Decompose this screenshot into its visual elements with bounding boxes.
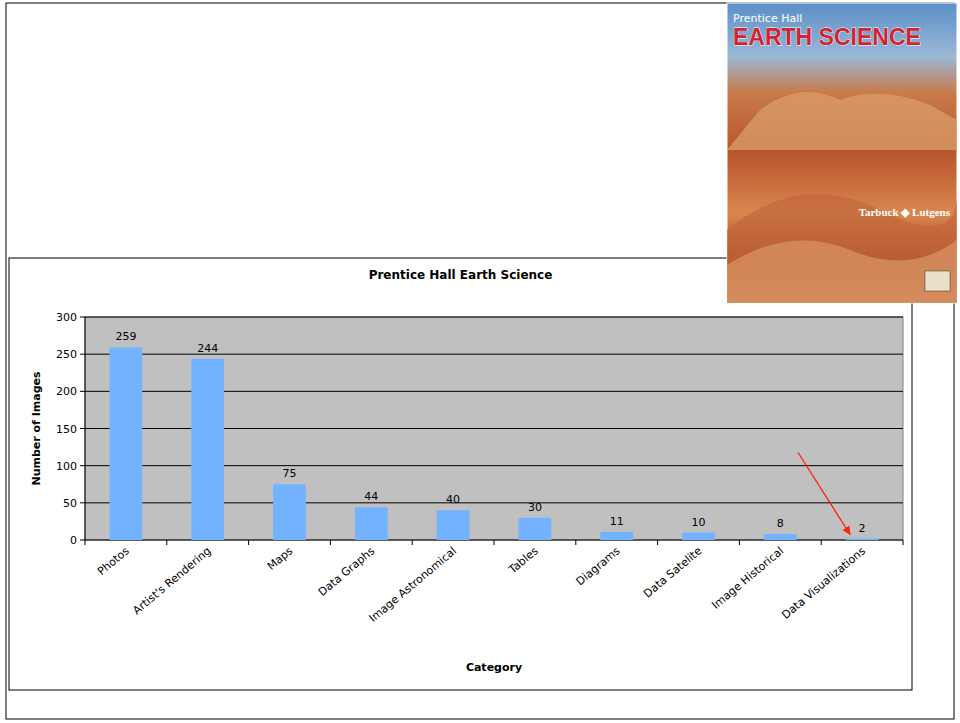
- y-tick-label: 250: [56, 348, 77, 361]
- chart-box: [9, 258, 912, 690]
- bar: [519, 518, 552, 540]
- x-tick: [739, 540, 740, 545]
- bar: [110, 347, 143, 540]
- cover-authors: Tarbuck ◆ Lutgens: [859, 206, 951, 218]
- y-tick-label: 300: [56, 311, 77, 324]
- data-label: 44: [364, 490, 378, 503]
- data-label: 75: [283, 467, 297, 480]
- x-tick-label: Data Visualizations: [779, 544, 868, 622]
- plot-area: [85, 317, 903, 540]
- x-tick-label: Diagrams: [574, 544, 623, 588]
- y-tick: [80, 428, 85, 429]
- x-tick-label: Data Graphs: [316, 544, 378, 599]
- x-tick: [248, 540, 249, 545]
- bar: [273, 484, 306, 540]
- bars: [110, 347, 879, 540]
- x-tick: [494, 540, 495, 545]
- x-tick: [85, 540, 86, 545]
- bar: [600, 532, 633, 540]
- x-tick-label: Photos: [95, 544, 132, 578]
- x-tick-label: Maps: [265, 544, 296, 573]
- cover-rock: [727, 92, 957, 150]
- cover-title: EARTH SCIENCE: [733, 24, 921, 50]
- y-tick: [80, 465, 85, 466]
- y-tick: [80, 540, 85, 541]
- x-tick: [166, 540, 167, 545]
- bar: [437, 510, 470, 540]
- y-tick-label: 0: [70, 534, 77, 547]
- y-axis: [85, 317, 86, 540]
- y-tick: [80, 354, 85, 355]
- y-tick: [80, 391, 85, 392]
- cover-rock: [727, 190, 957, 303]
- x-tick-label: Image Historical: [709, 544, 786, 611]
- y-tick: [80, 317, 85, 318]
- x-tick-label: Tables: [506, 544, 542, 577]
- x-tick-label: Image Astronomical: [367, 544, 460, 625]
- y-tick-label: 150: [56, 423, 77, 436]
- annotation-arrow: [798, 453, 850, 535]
- x-tick: [903, 540, 904, 545]
- y-tick: [80, 502, 85, 503]
- data-label: 8: [777, 517, 784, 530]
- bar: [355, 507, 388, 540]
- x-tick: [412, 540, 413, 545]
- bar: [846, 539, 879, 540]
- book-cover: [727, 3, 957, 303]
- cover-logo: [925, 271, 950, 291]
- grid-line: [85, 317, 903, 318]
- cover-rock: [727, 240, 957, 303]
- x-tick: [657, 540, 658, 545]
- y-tick-label: 200: [56, 385, 77, 398]
- bar: [764, 534, 797, 540]
- bar: [191, 359, 224, 540]
- x-tick: [575, 540, 576, 545]
- bar: [682, 533, 715, 540]
- chart-title: Prentice Hall Earth Science: [369, 268, 553, 282]
- data-label: 259: [115, 330, 136, 343]
- x-tick: [821, 540, 822, 545]
- x-tick-label: Artist's Rendering: [130, 544, 213, 617]
- y-tick-label: 50: [63, 497, 77, 510]
- x-axis-title: Category: [466, 661, 522, 674]
- data-label: 244: [197, 342, 218, 355]
- x-tick: [330, 540, 331, 545]
- data-label: 11: [610, 515, 624, 528]
- data-label: 40: [446, 493, 460, 506]
- x-tick-label: Data Satelite: [641, 544, 705, 600]
- y-tick-label: 100: [56, 460, 77, 473]
- data-label: 30: [528, 501, 542, 514]
- data-label: 2: [859, 522, 866, 535]
- data-label: 10: [692, 516, 706, 529]
- y-axis-title: Number of Images: [30, 371, 43, 486]
